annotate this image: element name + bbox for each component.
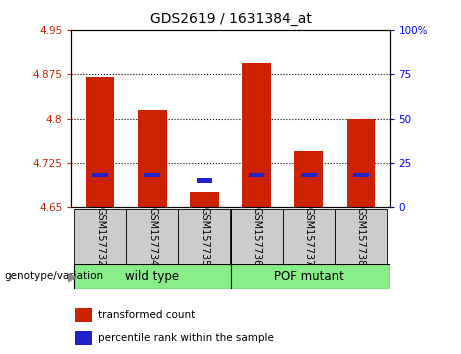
- Bar: [138, 110, 166, 207]
- Text: transformed count: transformed count: [98, 310, 195, 320]
- FancyBboxPatch shape: [74, 264, 230, 289]
- Text: GSM157737: GSM157737: [304, 207, 314, 266]
- Text: GDS2619 / 1631384_at: GDS2619 / 1631384_at: [149, 12, 312, 27]
- Bar: [75, 308, 92, 322]
- Text: POF mutant: POF mutant: [274, 270, 343, 282]
- Bar: [353, 173, 369, 177]
- Text: GSM157738: GSM157738: [356, 207, 366, 266]
- Bar: [301, 173, 317, 177]
- Text: GSM157735: GSM157735: [200, 207, 209, 266]
- Bar: [86, 77, 114, 207]
- Bar: [295, 151, 323, 207]
- FancyBboxPatch shape: [230, 264, 390, 289]
- Text: GSM157736: GSM157736: [252, 207, 261, 266]
- Bar: [347, 119, 375, 207]
- Bar: [248, 173, 265, 177]
- Text: GSM157732: GSM157732: [95, 207, 105, 266]
- Bar: [196, 178, 213, 183]
- FancyBboxPatch shape: [335, 209, 387, 264]
- Text: wild type: wild type: [125, 270, 179, 282]
- FancyBboxPatch shape: [230, 209, 283, 264]
- Bar: [242, 63, 271, 207]
- Text: ▶: ▶: [68, 270, 78, 283]
- FancyBboxPatch shape: [283, 209, 335, 264]
- FancyBboxPatch shape: [74, 209, 126, 264]
- Text: percentile rank within the sample: percentile rank within the sample: [98, 332, 274, 343]
- Text: genotype/variation: genotype/variation: [5, 271, 104, 281]
- Bar: [92, 173, 108, 177]
- Bar: [144, 173, 160, 177]
- FancyBboxPatch shape: [178, 209, 230, 264]
- Bar: [75, 331, 92, 344]
- FancyBboxPatch shape: [126, 209, 178, 264]
- Text: GSM157734: GSM157734: [147, 207, 157, 266]
- Bar: [190, 192, 219, 207]
